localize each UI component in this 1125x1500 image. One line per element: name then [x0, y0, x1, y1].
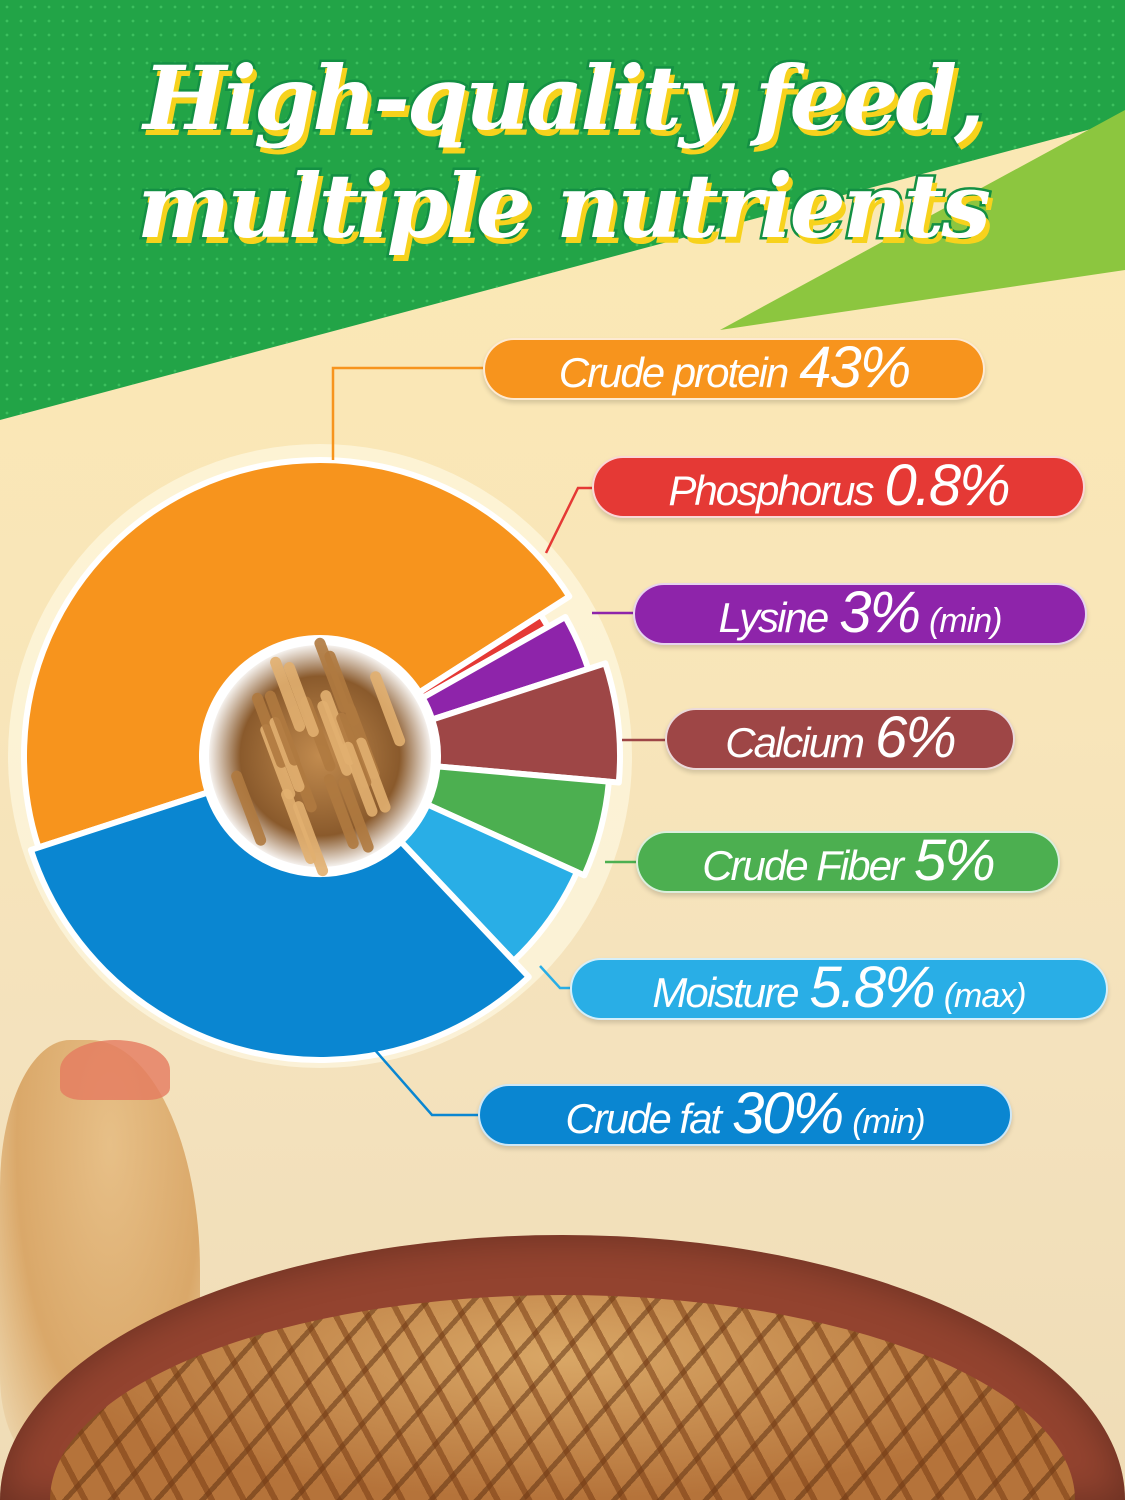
label-calcium: Calcium 6% [665, 708, 1015, 770]
label-qualifier: (min) [852, 1103, 925, 1141]
label-name: Crude Fiber [702, 842, 904, 889]
label-value: 6% [874, 705, 957, 770]
label-qualifier: (max) [943, 977, 1027, 1015]
slice-crude-fiber [424, 763, 612, 879]
label-name: Calcium [725, 719, 865, 766]
label-crude-fat: Crude fat 30% (min) [478, 1084, 1012, 1146]
leader-line [331, 366, 483, 460]
leader-line [374, 1049, 478, 1117]
label-name: Phosphorus [668, 467, 874, 514]
slice-crude-protein [21, 457, 573, 851]
label-value: 5.8% [809, 955, 935, 1020]
label-crude-fiber: Crude Fiber 5% [636, 831, 1060, 893]
label-value: 0.8% [884, 453, 1010, 518]
hen-comb [60, 1040, 170, 1100]
label-name: Lysine [718, 594, 830, 641]
label-phosphorus: Phosphorus 0.8% [592, 456, 1085, 518]
leader-line [544, 486, 592, 554]
label-moisture: Moisture 5.8% (max) [570, 958, 1108, 1020]
label-qualifier: (min) [929, 602, 1002, 640]
center-mealworm-image [203, 637, 437, 877]
label-name: Moisture [652, 969, 799, 1016]
label-lysine: Lysine 3% (min) [633, 583, 1087, 645]
label-value: 5% [913, 828, 996, 893]
label-value: 3% [839, 580, 921, 645]
label-name: Crude fat [565, 1095, 722, 1142]
label-value: 43% [799, 335, 911, 400]
label-crude-protein: Crude protein 43% [483, 338, 985, 400]
slice-crude-fat [27, 789, 532, 1063]
title-line-2: multiple nutrients [135, 152, 994, 261]
leader-line [539, 965, 570, 990]
title-line-1: High-quality feed, [141, 44, 987, 153]
label-name: Crude protein [558, 349, 789, 396]
title-banner [0, 0, 1125, 420]
slice-calcium [429, 660, 623, 786]
label-value: 30% [732, 1081, 844, 1146]
